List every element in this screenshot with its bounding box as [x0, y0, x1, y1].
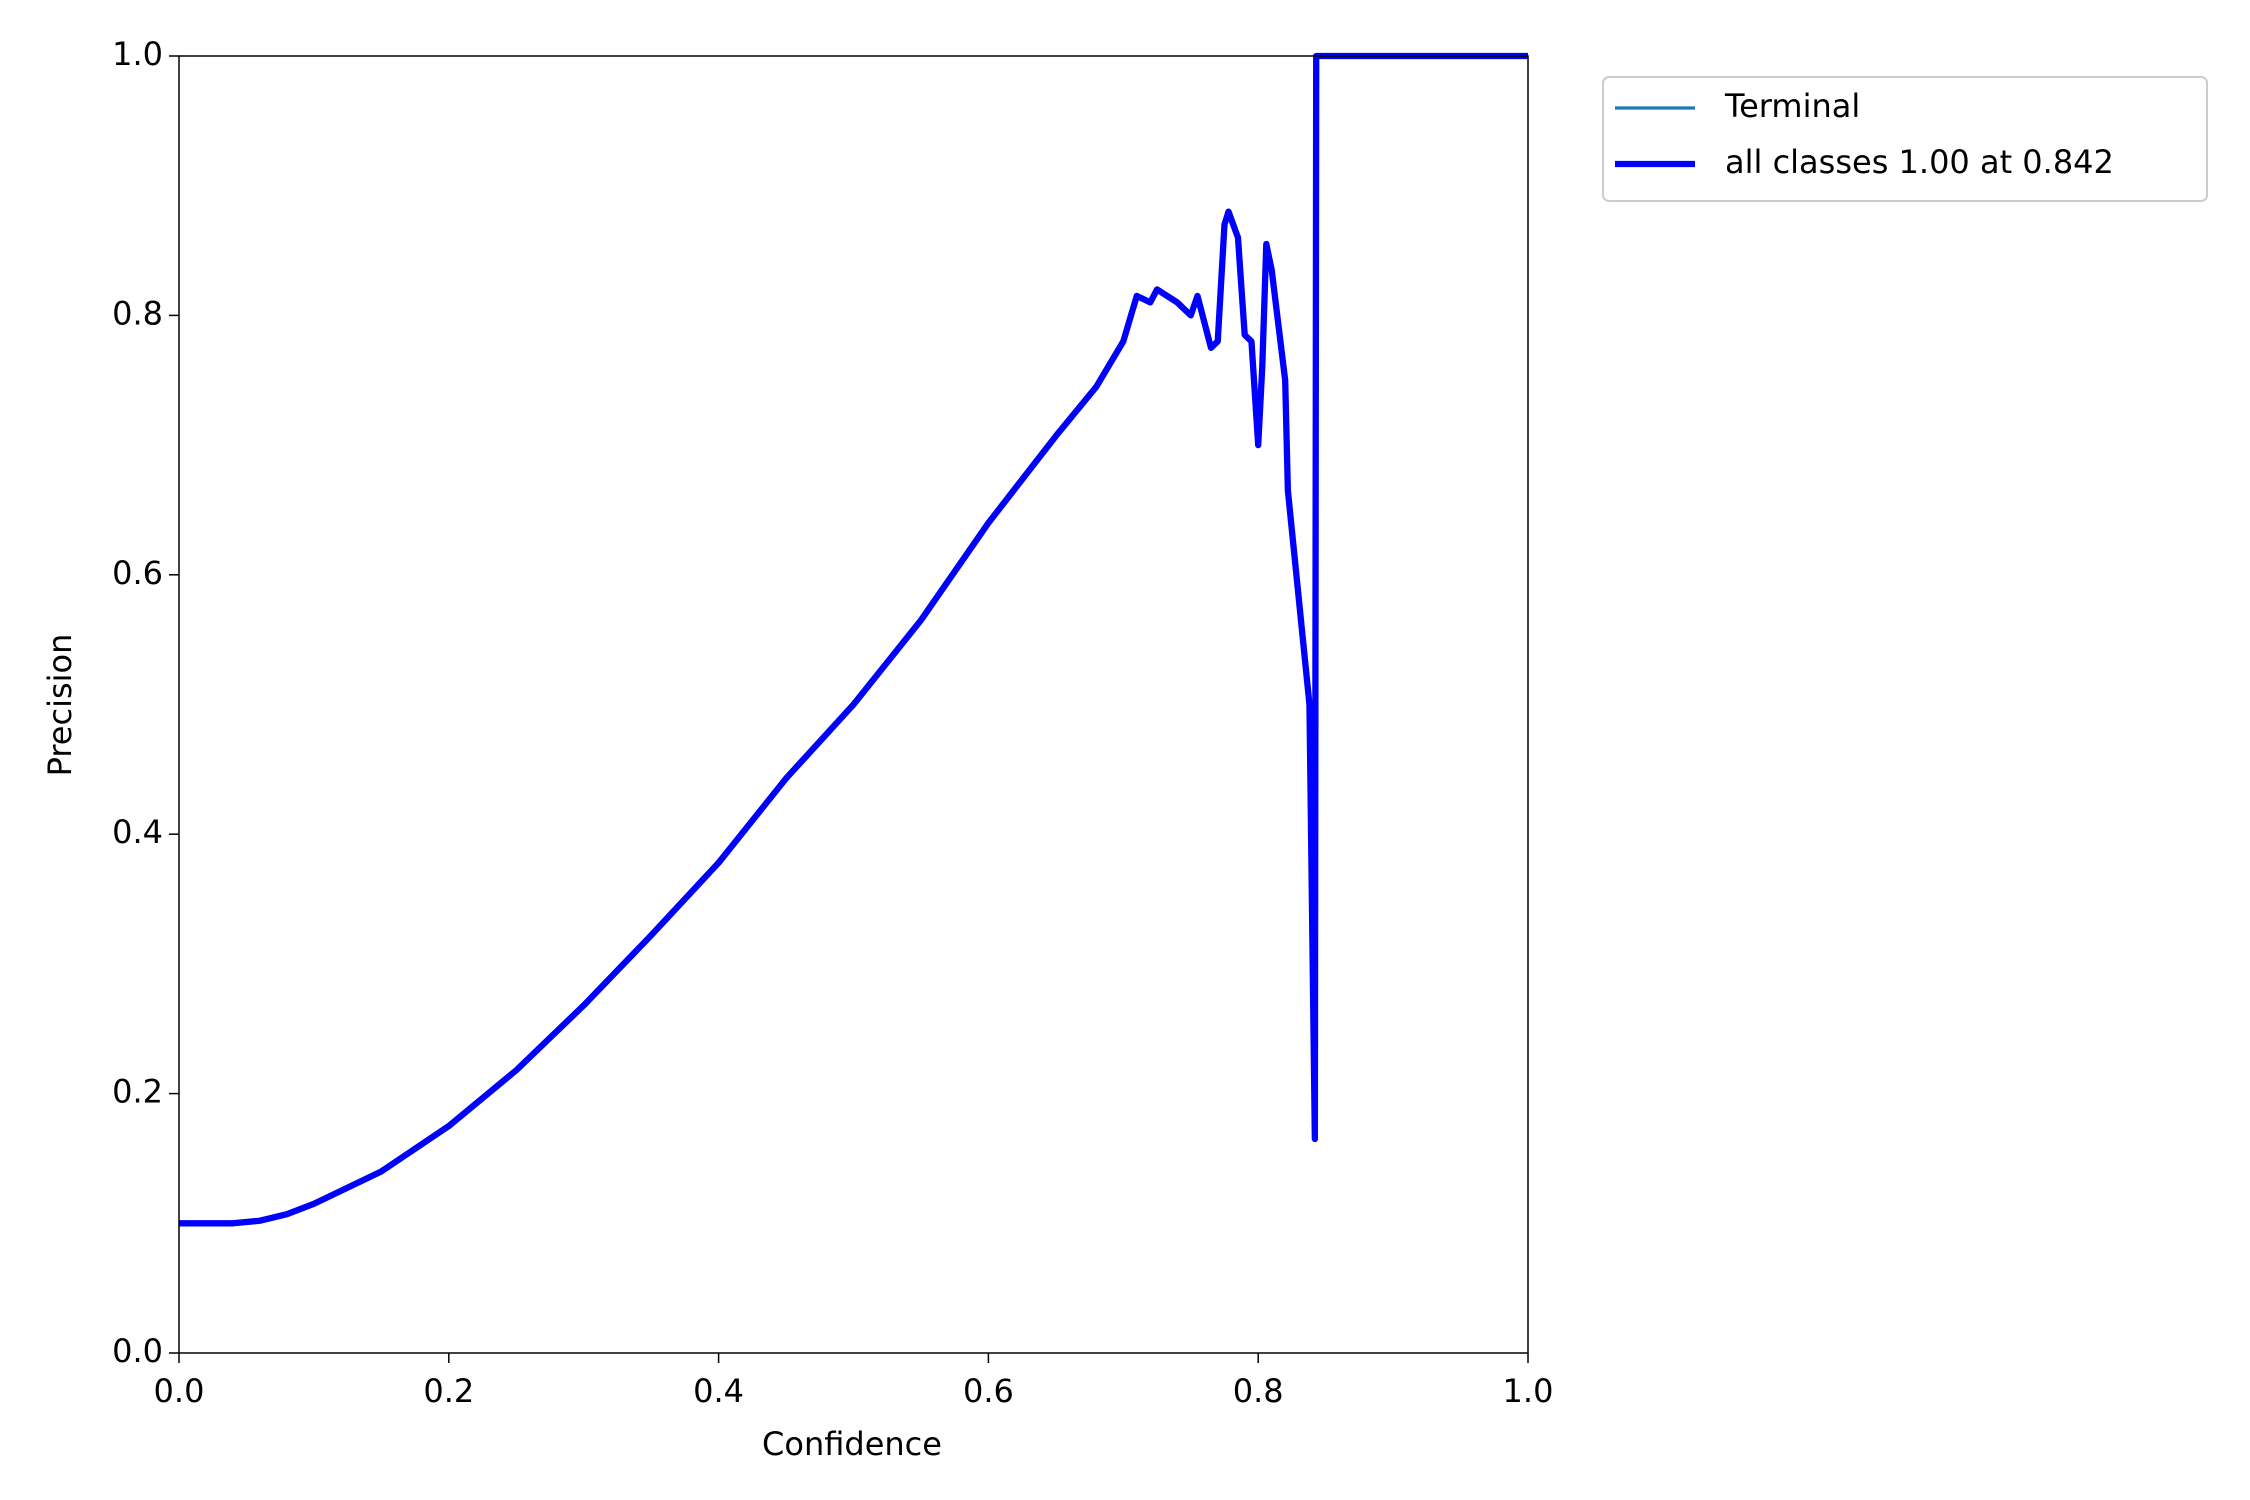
- plot-frame: [178, 55, 1529, 1354]
- x-tick-label: 0.8: [1233, 1372, 1284, 1410]
- legend-label: Terminal: [1724, 87, 1860, 125]
- x-tick-label: 0.6: [963, 1372, 1014, 1410]
- legend-box: [1602, 76, 2208, 202]
- series-line: [179, 54, 1528, 1225]
- y-tick-label: 0.6: [112, 554, 163, 592]
- y-tick-label: 0.4: [112, 813, 163, 851]
- series-line: [179, 52, 1528, 1227]
- y-axis-label: Precision: [41, 634, 79, 777]
- x-tick-label: 1.0: [1503, 1372, 1554, 1410]
- x-axis-label: Confidence: [762, 1425, 942, 1463]
- x-tick-label: 0.4: [693, 1372, 744, 1410]
- y-tick-label: 0.2: [112, 1073, 163, 1111]
- y-tick-label: 0.0: [112, 1332, 163, 1370]
- legend-label: all classes 1.00 at 0.842: [1725, 143, 2114, 181]
- y-tick-label: 1.0: [112, 35, 163, 73]
- x-tick-label: 0.2: [423, 1372, 474, 1410]
- y-tick-label: 0.8: [112, 294, 163, 332]
- x-tick-label: 0.0: [154, 1372, 205, 1410]
